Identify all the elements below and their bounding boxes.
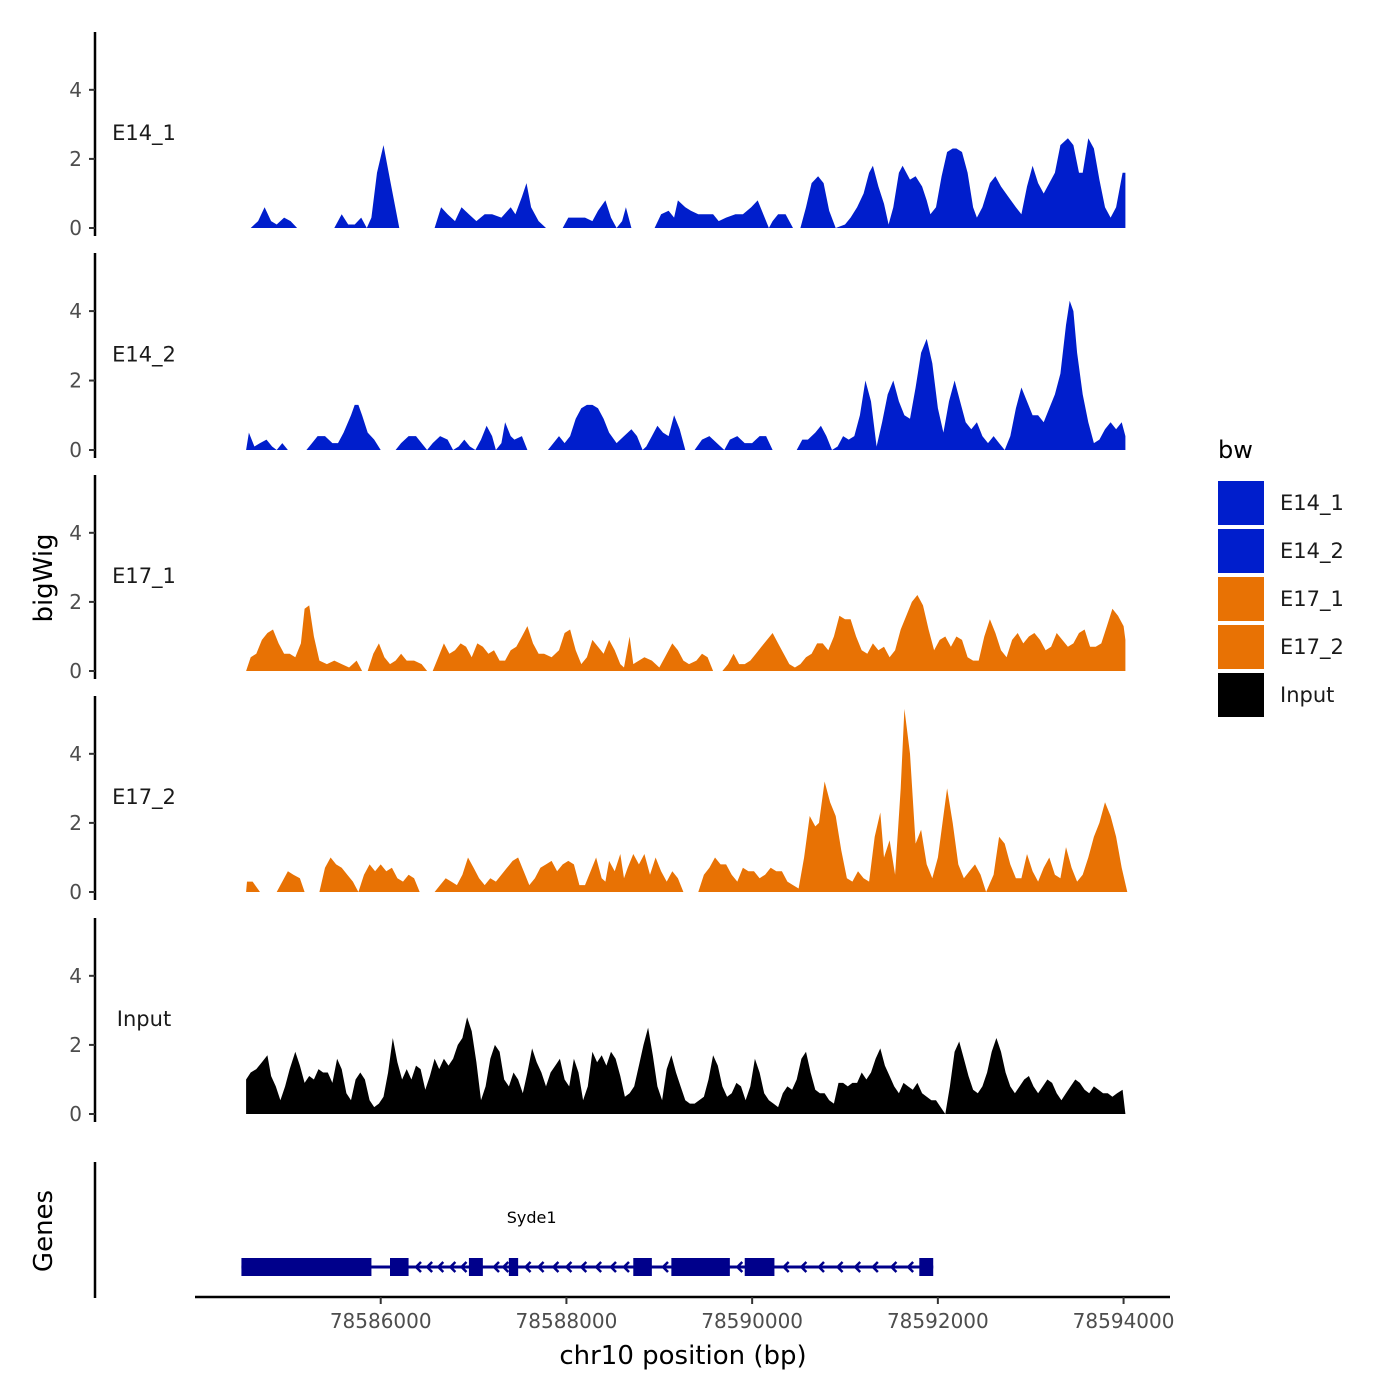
strand-arrow (781, 1261, 790, 1273)
strand-arrow (448, 1261, 457, 1273)
strand-arrow (661, 1261, 669, 1273)
track-label: E17_2 (112, 785, 176, 810)
gene-exon (744, 1258, 775, 1276)
strand-arrow (853, 1261, 862, 1273)
x-tick-label: 78586000 (330, 1309, 432, 1333)
gene-exon (919, 1258, 934, 1276)
strand-arrow (735, 1261, 744, 1273)
coverage-area (246, 595, 1126, 671)
coverage-area (246, 708, 1128, 892)
y-tick-label: 2 (69, 147, 82, 171)
strand-arrow (564, 1261, 573, 1273)
y-tick-label: 2 (69, 590, 82, 614)
y-tick-label: 4 (69, 964, 82, 988)
track-E17_2: 0 2 4 E17_2 (69, 696, 1128, 904)
y-tick-label: 0 (69, 216, 82, 240)
strand-arrow (459, 1261, 468, 1273)
legend-label: E17_1 (1280, 587, 1344, 612)
gene-name: Syde1 (507, 1208, 557, 1227)
y-tick-label: 4 (69, 521, 82, 545)
strand-arrow (536, 1261, 545, 1273)
y-tick-label: 0 (69, 880, 82, 904)
x-tick-label: 78592000 (887, 1309, 989, 1333)
legend-swatch-Input (1218, 673, 1264, 717)
track-label: Input (117, 1007, 171, 1031)
y-tick-label: 0 (69, 438, 82, 462)
genes-track: Syde1 (93, 1162, 934, 1298)
gene-exon (390, 1258, 409, 1276)
gene-exon (468, 1258, 483, 1276)
x-tick-label: 78594000 (1073, 1309, 1175, 1333)
strand-arrow (579, 1261, 588, 1273)
strand-arrow (906, 1261, 915, 1273)
strand-arrow (523, 1261, 532, 1273)
legend-swatch-E14_1 (1218, 481, 1264, 525)
strand-arrow (436, 1261, 445, 1273)
gene-exon (671, 1258, 730, 1276)
genes-track-title: Genes (29, 1190, 59, 1272)
strand-arrow (817, 1261, 825, 1273)
legend-label: Input (1280, 683, 1334, 707)
strand-arrow (609, 1261, 617, 1273)
legend-label: E17_2 (1280, 635, 1344, 660)
legend-title: bw (1218, 436, 1253, 464)
gene-exon (241, 1258, 372, 1276)
strand-arrow (425, 1261, 434, 1273)
coverage-area (246, 300, 1126, 450)
y-tick-label: 4 (69, 299, 82, 323)
legend-label: E14_1 (1280, 491, 1344, 516)
track-Input: 0 2 4 Input (69, 918, 1126, 1126)
coverage-area (250, 138, 1126, 228)
y-tick-label: 0 (69, 659, 82, 683)
strand-arrow (622, 1261, 630, 1273)
x-tick-label: 78588000 (516, 1309, 618, 1333)
y-tick-label: 4 (69, 742, 82, 766)
strand-arrow (835, 1261, 844, 1273)
strand-arrow (551, 1261, 560, 1273)
legend-swatch-E17_2 (1218, 625, 1264, 669)
track-E17_1: 0 2 4 E17_1 (69, 475, 1126, 683)
legend-label: E14_2 (1280, 539, 1344, 564)
strand-arrow (871, 1261, 879, 1273)
gene-exon (508, 1258, 519, 1276)
coverage-area (246, 1017, 1126, 1114)
strand-arrow (414, 1261, 422, 1273)
strand-arrow (889, 1261, 898, 1273)
track-label: E17_1 (112, 564, 176, 589)
x-tick-label: 78590000 (701, 1309, 803, 1333)
legend-swatch-E17_1 (1218, 577, 1264, 621)
y-tick-label: 4 (69, 78, 82, 102)
y-tick-label: 0 (69, 1102, 82, 1126)
y-tick-label: 2 (69, 1033, 82, 1057)
y-tick-label: 2 (69, 369, 82, 393)
gene-exon (633, 1258, 652, 1276)
track-E14_2: 0 2 4 E14_2 (69, 253, 1126, 462)
y-tick-label: 2 (69, 811, 82, 835)
strand-arrow (594, 1261, 603, 1273)
track-label: E14_1 (112, 121, 176, 146)
legend-swatch-E14_2 (1218, 529, 1264, 573)
y-axis-title: bigWig (29, 533, 59, 622)
coverage-tracks: 0 2 4 E14_1 0 2 4 E14_2 0 2 4 E17_1 0 2 4 E17_2 0 2 4 Input (69, 32, 1128, 1126)
strand-arrow (492, 1261, 500, 1273)
x-axis-title: chr10 position (bp) (559, 1341, 806, 1371)
x-axis: 78586000 78588000 78590000 78592000 78594000 (195, 1295, 1175, 1333)
legend: bw E14_1 E14_2 E17_1 E17_2 Input (1218, 436, 1344, 717)
track-E14_1: 0 2 4 E14_1 (69, 32, 1126, 240)
strand-arrow (501, 1261, 510, 1273)
strand-arrow (799, 1261, 808, 1273)
track-label: E14_2 (112, 343, 176, 368)
